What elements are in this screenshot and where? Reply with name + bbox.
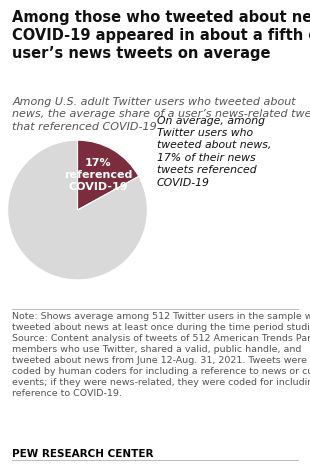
Text: Note: Shows average among 512 Twitter users in the sample who
tweeted about news: Note: Shows average among 512 Twitter us… (12, 312, 310, 398)
Text: On average, among
Twitter users who
tweeted about news,
17% of their news
tweets: On average, among Twitter users who twee… (157, 116, 271, 188)
Text: 17%
referenced
COVID-19: 17% referenced COVID-19 (64, 158, 132, 192)
Text: Among U.S. adult Twitter users who tweeted about
news, the average share of a us: Among U.S. adult Twitter users who tweet… (12, 97, 310, 132)
Text: PEW RESEARCH CENTER: PEW RESEARCH CENTER (12, 449, 154, 459)
Text: Among those who tweeted about news,
COVID-19 appeared in about a fifth of a
user: Among those who tweeted about news, COVI… (12, 10, 310, 61)
Wedge shape (78, 140, 139, 210)
Wedge shape (8, 140, 147, 280)
